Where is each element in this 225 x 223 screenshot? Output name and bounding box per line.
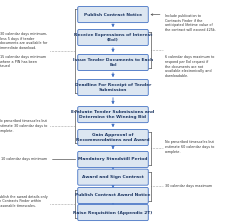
FancyBboxPatch shape xyxy=(77,54,148,70)
FancyBboxPatch shape xyxy=(77,130,148,146)
Text: Publish Contract Award Notice: Publish Contract Award Notice xyxy=(75,194,150,198)
Text: Issue Tender Documents to Each
EoI: Issue Tender Documents to Each EoI xyxy=(72,58,153,67)
Text: Publish Contract Notice: Publish Contract Notice xyxy=(83,12,142,17)
FancyBboxPatch shape xyxy=(77,204,148,221)
FancyBboxPatch shape xyxy=(77,80,148,96)
Text: Receive Expressions of Interest
(EoI): Receive Expressions of Interest (EoI) xyxy=(74,33,151,42)
FancyBboxPatch shape xyxy=(77,107,148,123)
Text: No prescribed timescales but
estimate 30 calendar days to
complete.: No prescribed timescales but estimate 30… xyxy=(0,120,47,133)
FancyBboxPatch shape xyxy=(77,169,148,185)
Text: Award and Sign Contract: Award and Sign Contract xyxy=(82,175,143,179)
Text: 30 calendar days minimum,
less 5 days if tender
documents are available for
imme: 30 calendar days minimum, less 5 days if… xyxy=(0,32,47,68)
Text: Deadline For Receipt of Tender
Submission: Deadline For Receipt of Tender Submissio… xyxy=(74,83,151,92)
FancyBboxPatch shape xyxy=(77,188,148,204)
Text: Mandatory Standstill Period: Mandatory Standstill Period xyxy=(78,157,147,161)
Text: Include publication to
Contracts Finder if the
anticipated lifetime value of
the: Include publication to Contracts Finder … xyxy=(164,14,215,32)
Text: 10 calendar days minimum: 10 calendar days minimum xyxy=(1,157,47,161)
Text: Publish the award details only
on Contracts Finder within
reasonable timescales.: Publish the award details only on Contra… xyxy=(0,194,47,208)
Text: Raise Requisition (Appendix 2T): Raise Requisition (Appendix 2T) xyxy=(73,211,152,215)
FancyBboxPatch shape xyxy=(77,6,148,23)
FancyBboxPatch shape xyxy=(77,151,148,167)
Text: 6 calendar days maximum to
respond per EoI request if
the documents are not
avai: 6 calendar days maximum to respond per E… xyxy=(164,56,213,78)
FancyBboxPatch shape xyxy=(77,29,148,45)
Text: 30 calendar days maximum: 30 calendar days maximum xyxy=(164,184,211,188)
Text: Evaluate Tender Submissions and
Determine the Winning Bid: Evaluate Tender Submissions and Determin… xyxy=(71,110,154,119)
Text: Gain Approval of
Recommendations and Award: Gain Approval of Recommendations and Awa… xyxy=(76,133,149,142)
Text: No prescribed timescales but
estimate 60 calendar days to
complete.: No prescribed timescales but estimate 60… xyxy=(164,140,213,153)
